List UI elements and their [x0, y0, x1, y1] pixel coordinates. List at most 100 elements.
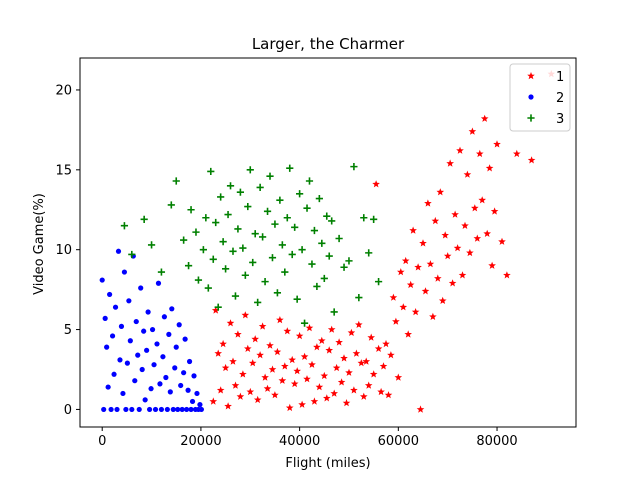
data-point — [384, 391, 393, 399]
data-point — [456, 146, 464, 154]
data-point — [214, 349, 222, 357]
data-point — [288, 250, 296, 259]
data-point — [254, 298, 262, 307]
data-point — [179, 406, 185, 413]
plot-frame — [79, 57, 577, 428]
data-point — [278, 241, 286, 249]
data-point — [194, 390, 200, 397]
legend-label-2: 2 — [556, 91, 564, 106]
data-point — [160, 354, 166, 360]
data-point — [480, 114, 489, 122]
data-point — [468, 127, 477, 135]
data-point — [471, 204, 479, 212]
data-point — [256, 351, 264, 359]
data-point — [443, 252, 452, 260]
data-point — [163, 374, 169, 381]
data-point — [266, 172, 274, 180]
data-point — [342, 399, 351, 407]
data-point — [181, 370, 187, 376]
data-point — [340, 263, 348, 271]
data-point — [234, 330, 242, 338]
data-point — [263, 207, 272, 215]
data-point — [345, 368, 353, 376]
data-point — [295, 331, 304, 340]
data-point — [202, 214, 210, 222]
data-point — [453, 244, 462, 252]
data-point — [118, 323, 125, 329]
data-point — [146, 406, 153, 413]
data-point — [128, 250, 136, 259]
data-point — [231, 381, 240, 389]
legend: 1 2 3 — [509, 63, 571, 132]
data-point — [315, 383, 324, 391]
data-point — [416, 405, 425, 413]
data-point — [209, 255, 217, 263]
data-point — [112, 304, 119, 310]
data-point — [291, 223, 299, 231]
data-point — [182, 336, 188, 342]
data-point — [129, 406, 135, 413]
series-1 — [209, 70, 556, 413]
data-point — [114, 406, 120, 413]
data-point — [362, 357, 371, 365]
data-point — [244, 344, 252, 352]
data-point — [99, 277, 105, 283]
data-point — [105, 384, 111, 390]
data-point — [172, 177, 180, 185]
legend-label-1: 1 — [556, 70, 564, 85]
x-tick-label: 80000 — [476, 434, 517, 449]
y-tick-label: 10 — [55, 243, 72, 258]
data-point — [157, 381, 163, 387]
legend-label-3: 3 — [556, 112, 564, 127]
data-point — [239, 244, 247, 252]
data-point — [401, 256, 410, 265]
data-point — [256, 183, 264, 191]
data-point — [310, 397, 319, 405]
data-point — [217, 193, 225, 201]
data-point — [170, 406, 176, 413]
data-point — [214, 303, 222, 311]
data-point — [323, 212, 331, 220]
data-point — [298, 246, 306, 254]
data-point — [251, 230, 259, 238]
data-point — [372, 180, 380, 188]
data-point — [197, 402, 203, 408]
data-point — [424, 199, 432, 207]
data-point — [458, 271, 467, 279]
data-point — [142, 397, 148, 403]
data-point — [345, 257, 353, 265]
data-point — [360, 392, 368, 400]
data-point — [136, 406, 142, 413]
data-point — [173, 344, 179, 350]
data-point — [290, 379, 299, 388]
data-point — [158, 406, 165, 413]
legend-marker-2 — [528, 94, 534, 100]
data-point — [236, 392, 245, 400]
data-point — [268, 365, 277, 373]
data-point — [186, 358, 193, 365]
data-point — [293, 295, 301, 303]
data-point — [180, 236, 188, 244]
data-point — [263, 384, 272, 392]
data-point — [288, 355, 296, 364]
legend-marker-3 — [527, 114, 535, 122]
data-point — [490, 207, 499, 215]
data-point — [379, 362, 388, 370]
data-point — [347, 328, 356, 336]
data-point — [271, 220, 279, 228]
data-point — [102, 315, 108, 321]
data-point — [320, 274, 328, 283]
data-point — [109, 333, 116, 339]
data-point — [305, 177, 314, 185]
data-point — [198, 406, 205, 413]
data-point — [461, 221, 469, 229]
data-point — [229, 247, 237, 255]
data-point — [369, 370, 378, 378]
data-point — [382, 339, 390, 348]
data-point — [192, 228, 200, 236]
data-point — [246, 166, 254, 174]
data-point — [189, 398, 196, 405]
data-point — [219, 339, 227, 348]
data-point — [283, 214, 291, 222]
data-point — [320, 371, 329, 380]
